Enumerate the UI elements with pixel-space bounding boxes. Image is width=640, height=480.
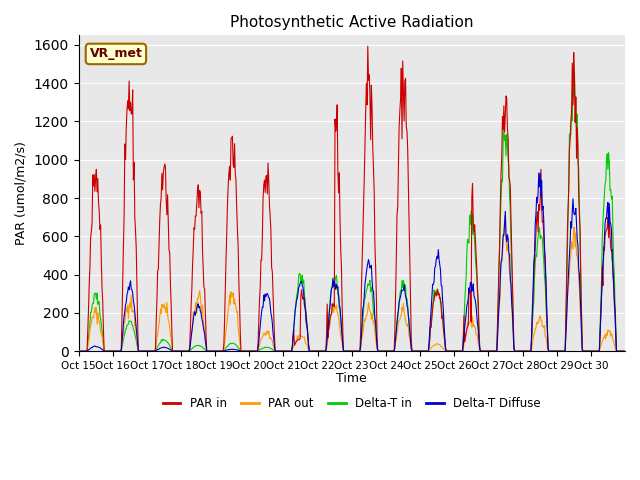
Text: VR_met: VR_met xyxy=(90,48,142,60)
Y-axis label: PAR (umol/m2/s): PAR (umol/m2/s) xyxy=(15,141,28,245)
X-axis label: Time: Time xyxy=(337,372,367,385)
Title: Photosynthetic Active Radiation: Photosynthetic Active Radiation xyxy=(230,15,474,30)
Legend: PAR in, PAR out, Delta-T in, Delta-T Diffuse: PAR in, PAR out, Delta-T in, Delta-T Dif… xyxy=(158,392,545,415)
